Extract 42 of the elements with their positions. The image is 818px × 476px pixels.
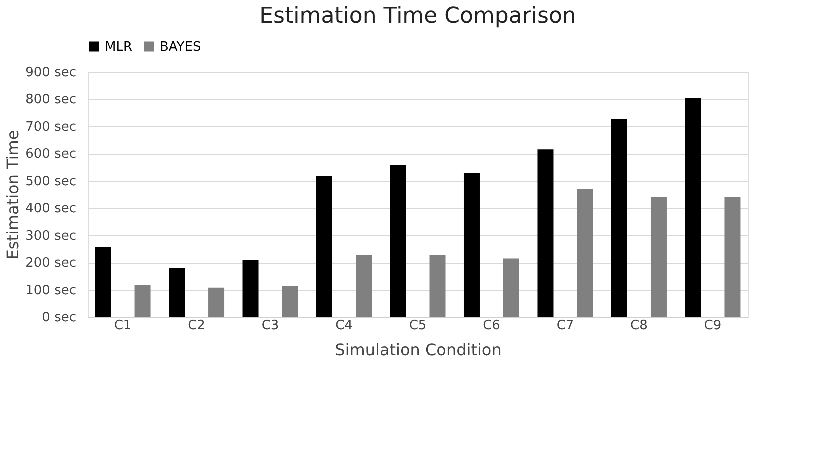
x-tick-label: C8 — [630, 318, 648, 334]
bar — [169, 268, 186, 317]
y-tick-label: 800 sec — [26, 92, 76, 108]
bar — [538, 150, 554, 317]
x-tick-label: C1 — [114, 318, 132, 334]
bar — [430, 255, 446, 317]
x-tick-label: C6 — [483, 318, 500, 334]
bar — [724, 197, 741, 317]
bar — [464, 173, 480, 317]
bar — [282, 286, 298, 317]
chart-title: Estimation Time Comparison — [260, 4, 576, 29]
x-tick-label: C4 — [336, 318, 353, 334]
y-tick-label: 700 sec — [26, 120, 76, 135]
bar — [685, 98, 702, 317]
bar — [134, 285, 151, 317]
bar — [390, 165, 406, 317]
bar — [316, 176, 333, 317]
bar — [208, 288, 225, 317]
x-tick-label: C9 — [704, 318, 722, 334]
bar — [577, 189, 594, 317]
x-axis-title: Simulation Condition — [335, 340, 502, 360]
y-tick-label: 300 sec — [26, 228, 76, 244]
bar — [503, 258, 520, 317]
x-tick-label: C3 — [262, 318, 280, 334]
y-axis-title: Estimation Time — [4, 130, 23, 260]
bar — [611, 119, 628, 317]
y-tick-label: 400 sec — [26, 202, 76, 217]
bar — [242, 260, 259, 317]
y-tick-label: 600 sec — [26, 147, 76, 162]
y-tick-label: 200 sec — [26, 256, 76, 272]
y-tick-label: 500 sec — [26, 174, 76, 190]
y-tick-label: 100 sec — [26, 283, 76, 298]
bar — [650, 197, 667, 317]
x-tick-label: C7 — [556, 318, 574, 334]
legend-label: MLR — [105, 40, 132, 55]
y-tick-label: 0 sec — [42, 310, 76, 326]
legend-label: BAYES — [160, 40, 202, 55]
bar — [356, 255, 372, 317]
bar — [95, 247, 112, 317]
x-tick-label: C5 — [409, 318, 427, 334]
x-tick-label: C2 — [188, 318, 206, 334]
y-tick-label: 900 sec — [26, 66, 76, 80]
